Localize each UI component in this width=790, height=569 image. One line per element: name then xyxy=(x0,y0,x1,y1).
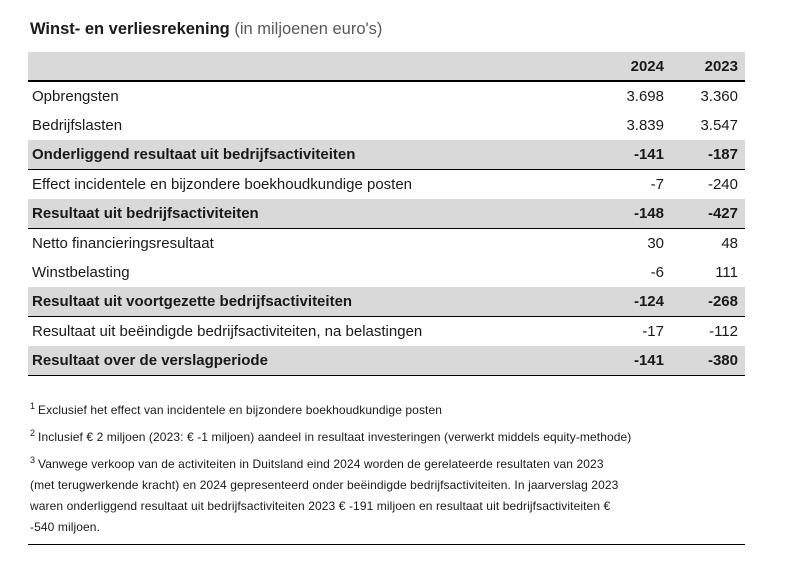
page-title: Winst- en verliesrekening (in miljoenen … xyxy=(30,20,745,39)
row-label: Netto financieringsresultaat xyxy=(32,235,214,252)
footnote-3: 3 Vanwege verkoop van de activiteiten in … xyxy=(30,454,630,538)
page-title-unit: (in miljoenen euro's) xyxy=(234,20,383,38)
footnote-marker: 1 xyxy=(30,401,36,411)
value-2023: 3.547 xyxy=(700,117,738,134)
value-2023: -268 xyxy=(707,293,738,310)
value-2024: -6 xyxy=(650,264,664,281)
table-row-bedrijfslasten: Bedrijfslasten 3.839 3.547 xyxy=(28,111,745,140)
row-label: Resultaat over de verslagperiode xyxy=(32,352,268,369)
value-2024: -141 xyxy=(633,352,664,369)
row-label: Bedrijfslasten xyxy=(32,117,123,134)
footnote-text: Inclusief € 2 miljoen (2023: € -1 miljoe… xyxy=(38,430,632,444)
value-2023: -187 xyxy=(707,146,738,163)
table-row-effect-incidentele: Effect incidentele en bijzondere boekhou… xyxy=(28,170,745,199)
footnote-1: 1 Exclusief het effect van incidentele en… xyxy=(30,400,744,421)
value-2024: -7 xyxy=(650,176,664,193)
footnote-2: 2 Inclusief € 2 miljoen (2023: € -1 miljo… xyxy=(30,427,744,448)
table-row-resultaat-beeindigde: Resultaat uit beëindigde bedrijfsactivit… xyxy=(28,317,745,346)
page-title-main: Winst- en verliesrekening xyxy=(30,20,230,38)
footnote-text: Vanwege verkoop van de activiteiten in D… xyxy=(30,457,619,534)
footnotes-section: 1 Exclusief het effect van incidentele en… xyxy=(30,400,745,538)
value-2024: -141 xyxy=(633,146,664,163)
row-label: Opbrengsten xyxy=(32,88,119,105)
table-row-opbrengsten: Opbrengsten 3.698 3.360 xyxy=(28,82,745,111)
value-2023: -427 xyxy=(707,205,738,222)
value-2024: -17 xyxy=(642,323,664,340)
column-header-2023: 2023 xyxy=(704,57,738,75)
table-row-winstbelasting: Winstbelasting -6 111 xyxy=(28,258,745,287)
profit-loss-table: 2024 2023 Opbrengsten 3.698 3.360 Bedrij… xyxy=(28,52,745,376)
row-label: Resultaat uit bedrijfsactiviteiten xyxy=(32,205,259,222)
row-label: Resultaat uit voortgezette bedrijfsactiv… xyxy=(32,293,353,310)
table-row-netto-financieringsresultaat: Netto financieringsresultaat 30 48 xyxy=(28,229,745,258)
row-label: Winstbelasting xyxy=(32,264,130,281)
value-2024: -124 xyxy=(633,293,664,310)
value-2023: -112 xyxy=(709,323,738,340)
page: Winst- en verliesrekening (in miljoenen … xyxy=(28,20,745,545)
row-label: Resultaat uit beëindigde bedrijfsactivit… xyxy=(32,323,423,340)
value-2023: 3.360 xyxy=(700,88,738,105)
value-2023: 111 xyxy=(715,264,738,281)
value-2024: 3.839 xyxy=(626,117,664,134)
table-row-resultaat-verslagperiode: Resultaat over de verslagperiode -141 -3… xyxy=(28,346,745,376)
footnote-text: Exclusief het effect van incidentele en … xyxy=(38,403,443,417)
table-row-onderliggend-resultaat: Onderliggend resultaat uit bedrijfsactiv… xyxy=(28,140,745,170)
row-label: Effect incidentele en bijzondere boekhou… xyxy=(32,176,413,193)
value-2023: -240 xyxy=(707,176,738,193)
value-2023: -380 xyxy=(707,352,738,369)
table-row-resultaat-bedrijfsactiviteiten: Resultaat uit bedrijfsactiviteiten -148 … xyxy=(28,199,745,229)
value-2023: 48 xyxy=(721,235,738,252)
value-2024: 30 xyxy=(647,235,664,252)
footnote-marker: 2 xyxy=(30,428,36,438)
bottom-rule xyxy=(28,544,745,545)
footnote-marker: 3 xyxy=(30,455,36,465)
table-header-row: 2024 2023 xyxy=(28,52,745,82)
row-label: Onderliggend resultaat uit bedrijfsactiv… xyxy=(32,146,356,163)
table-row-resultaat-voortgezette: Resultaat uit voortgezette bedrijfsactiv… xyxy=(28,287,745,317)
column-header-2024: 2024 xyxy=(630,57,664,75)
value-2024: -148 xyxy=(633,205,664,222)
value-2024: 3.698 xyxy=(626,88,664,105)
